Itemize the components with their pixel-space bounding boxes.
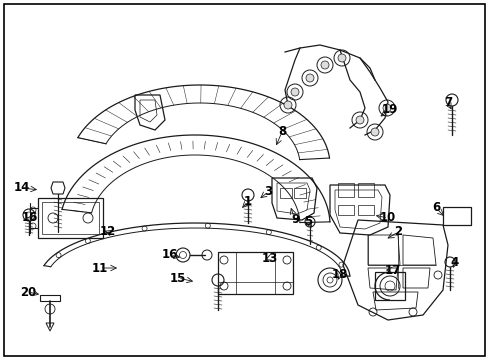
Circle shape — [284, 101, 291, 109]
Circle shape — [355, 116, 363, 124]
Text: 8: 8 — [277, 126, 285, 139]
Bar — [280, 188, 291, 198]
Bar — [357, 205, 373, 215]
Text: 10: 10 — [379, 211, 395, 225]
Bar — [337, 183, 353, 197]
Bar — [218, 252, 292, 294]
Circle shape — [320, 61, 328, 69]
Circle shape — [290, 88, 298, 96]
Text: 13: 13 — [262, 252, 278, 265]
Text: 19: 19 — [381, 104, 397, 117]
Circle shape — [370, 128, 378, 136]
Circle shape — [382, 104, 390, 112]
Circle shape — [305, 74, 313, 82]
Bar — [293, 188, 305, 198]
Text: 4: 4 — [450, 256, 458, 270]
Bar — [337, 205, 353, 215]
Text: 12: 12 — [100, 225, 116, 238]
Circle shape — [337, 54, 346, 62]
Text: 9: 9 — [290, 213, 299, 226]
Text: 17: 17 — [384, 264, 400, 276]
Text: 2: 2 — [393, 225, 401, 238]
Text: 14: 14 — [14, 181, 30, 194]
Text: 3: 3 — [264, 185, 271, 198]
Text: 18: 18 — [331, 269, 347, 282]
Bar — [442, 207, 470, 225]
Text: 16: 16 — [162, 248, 178, 261]
Text: 5: 5 — [303, 216, 311, 229]
Text: 6: 6 — [431, 202, 439, 215]
Text: 15: 15 — [169, 271, 186, 284]
Text: 7: 7 — [443, 96, 451, 109]
Text: 1: 1 — [244, 195, 251, 208]
Text: 16: 16 — [22, 211, 38, 225]
Text: 11: 11 — [92, 261, 108, 274]
Bar — [357, 183, 373, 197]
Text: 20: 20 — [20, 285, 36, 298]
